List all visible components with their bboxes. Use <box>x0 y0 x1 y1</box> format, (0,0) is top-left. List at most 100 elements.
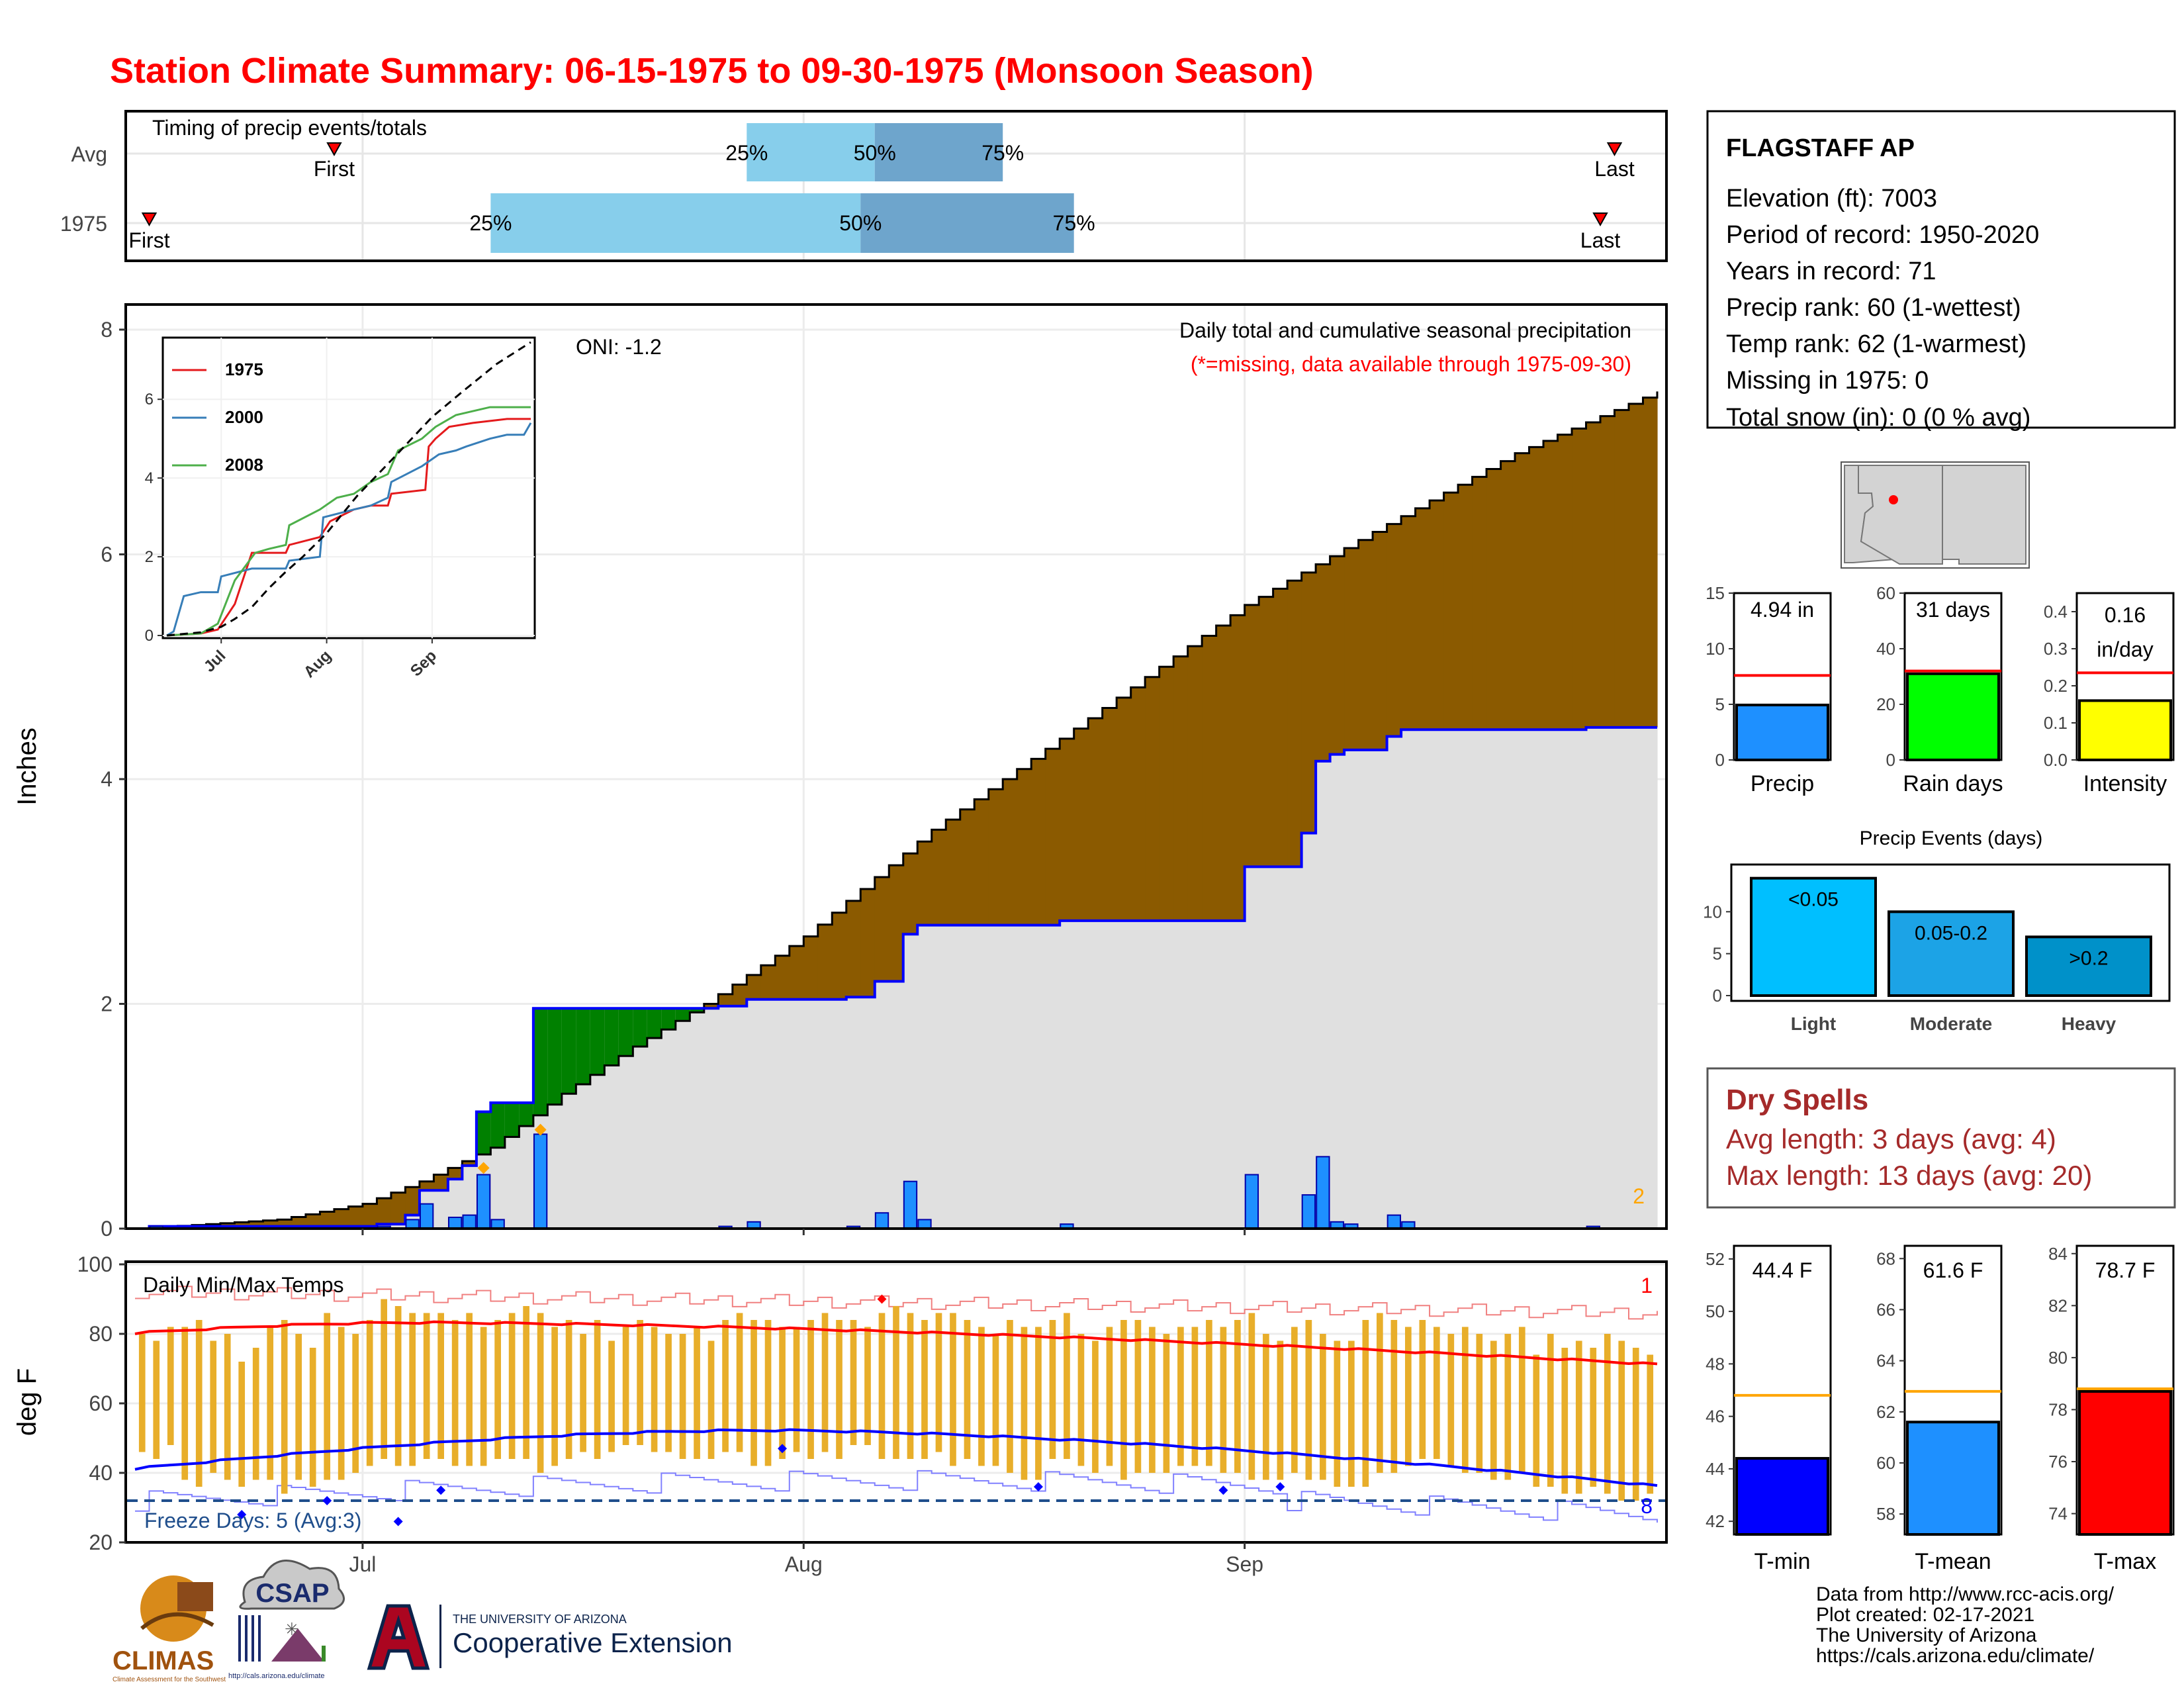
temp-summary-tick-label: 76 <box>2048 1452 2068 1472</box>
cumulative-observed-area <box>988 925 1003 1229</box>
departure-area <box>1572 428 1587 730</box>
daily-temp-bar <box>423 1313 430 1459</box>
cumulative-average-line <box>135 391 1659 1230</box>
cumulative-observed-area <box>704 1008 719 1229</box>
departure-area <box>1600 416 1615 727</box>
cumulative-observed-area <box>1614 727 1629 1229</box>
daily-temp-bar <box>1590 1348 1597 1487</box>
departure-area <box>1159 667 1174 921</box>
departure-area <box>1273 588 1288 867</box>
daily-precip-bar <box>1301 1194 1316 1229</box>
daily-temp-bar <box>850 1320 857 1445</box>
daily-temp-bar <box>1134 1320 1142 1473</box>
daily-temp-bar <box>252 1348 259 1480</box>
temp-summary-tick-label: 82 <box>2048 1295 2068 1315</box>
month-tick-label: Sep <box>1226 1552 1263 1576</box>
temp-summary-tick-label: 60 <box>1876 1453 1895 1473</box>
daily-temp-bar <box>1419 1320 1426 1459</box>
daily-temp-bar <box>1120 1320 1127 1480</box>
events-tick-label: 0 <box>1713 986 1722 1006</box>
daily-temp-bar <box>195 1320 203 1487</box>
daily-precip-bar <box>533 1133 548 1230</box>
temp-summary-label: T-mean <box>1915 1549 1991 1574</box>
normal-min-line <box>134 1428 1658 1487</box>
cumulative-observed-area <box>1173 920 1189 1229</box>
dry-spells-frame <box>1706 1067 2176 1209</box>
climas-river-icon <box>140 1612 214 1630</box>
events-bar-range: 0.05-0.2 <box>1915 922 1987 944</box>
cumulative-observed-area <box>1130 920 1146 1229</box>
daily-temp-bar <box>779 1327 786 1459</box>
daily-temp-bar <box>707 1340 715 1459</box>
ua-divider <box>439 1605 441 1668</box>
precip-tick-label: 6 <box>101 542 113 566</box>
departure-area <box>946 820 961 925</box>
departure-area <box>405 1187 420 1215</box>
departure-area <box>747 974 762 1000</box>
events-bar-label: Moderate <box>1910 1013 1992 1034</box>
events-tick-label: 10 <box>1703 902 1722 921</box>
temp-tick-label: 80 <box>89 1322 113 1346</box>
departure-area <box>817 924 833 1000</box>
cumulative-observed-area <box>1073 920 1089 1229</box>
timing-bar-lower <box>490 193 861 253</box>
daily-temp-bar <box>793 1327 800 1452</box>
station-line: Temp rank: 62 (1-warmest) <box>1726 330 2026 358</box>
daily-temp-bar <box>224 1334 231 1480</box>
temp-summary-bar <box>1735 1457 1829 1536</box>
cumulative-observed-area <box>433 1190 449 1229</box>
departure-area <box>519 1102 534 1127</box>
record-low-marker <box>393 1517 403 1526</box>
cumulative-observed-area <box>462 1165 477 1229</box>
cumulative-observed-line <box>135 726 1657 1230</box>
cumulative-observed-area <box>917 925 933 1229</box>
departure-area <box>1629 403 1644 727</box>
daily-precip-bar <box>1387 1214 1402 1230</box>
temp-summary-tick-label: 48 <box>1706 1354 1725 1374</box>
station-line: Precip rank: 60 (1-wettest) <box>1726 294 2021 322</box>
timing-pct-label: 25% <box>469 211 512 235</box>
daily-temp-bar <box>1504 1334 1512 1480</box>
cumulative-observed-area <box>1145 920 1160 1229</box>
daily-temp-bar <box>551 1327 558 1466</box>
events-bar <box>2025 935 2152 998</box>
departure-area <box>1373 532 1388 750</box>
timing-pct-label: 75% <box>1053 211 1095 235</box>
daily-temp-bar <box>1277 1340 1284 1480</box>
daily-precip-bar <box>462 1214 477 1230</box>
daily-temp-bar <box>1149 1327 1156 1473</box>
temp-summary-bar <box>2078 1389 2172 1536</box>
timing-bar-lower <box>747 123 875 181</box>
daily-precip-bar <box>1244 1174 1259 1230</box>
freeze-days-label: Freeze Days: 5 (Avg:3) <box>144 1509 361 1532</box>
daily-temp-bar <box>324 1313 331 1480</box>
dry-spells-box: Dry Spells Avg length: 3 days (avg: 4) M… <box>1706 1067 2176 1209</box>
temp-x-ticks: Jul Aug Sep <box>349 1542 1263 1576</box>
departure-area <box>1486 469 1502 730</box>
daily-temp-bar <box>1618 1340 1625 1501</box>
daily-temp-bar <box>1248 1313 1255 1480</box>
temp-summary-tick-label: 52 <box>1706 1249 1725 1269</box>
cumulative-observed-area <box>1458 729 1473 1229</box>
precip-tick-label: 8 <box>101 318 113 342</box>
station-name: FLAGSTAFF AP <box>1726 134 1915 162</box>
daily-temp-bar <box>1220 1327 1227 1473</box>
departure-area <box>732 984 747 1006</box>
daily-temp-bar <box>893 1306 899 1459</box>
departure-area <box>704 1004 719 1009</box>
departure-area <box>690 1008 705 1013</box>
timing-bars: 25% 50% 75% First Last 25% 50% 75% First Last <box>128 123 1635 253</box>
departure-area <box>988 789 1003 925</box>
cumulative-observed-area <box>1244 867 1259 1229</box>
daily-precip-bar <box>874 1212 889 1229</box>
daily-temp-bar <box>1191 1327 1199 1466</box>
mini-chart-tick-label: 40 <box>1876 639 1895 659</box>
daily-temp-bar <box>1390 1320 1398 1473</box>
daily-temp-bar <box>622 1327 629 1445</box>
climas-mesa-icon <box>177 1582 213 1611</box>
temp-summary-label: T-min <box>1754 1549 1811 1574</box>
departure-area <box>960 809 975 925</box>
departure-area <box>1230 615 1246 921</box>
events-bar <box>1750 876 1877 997</box>
mini-chart-label: Intensity <box>2083 771 2167 796</box>
